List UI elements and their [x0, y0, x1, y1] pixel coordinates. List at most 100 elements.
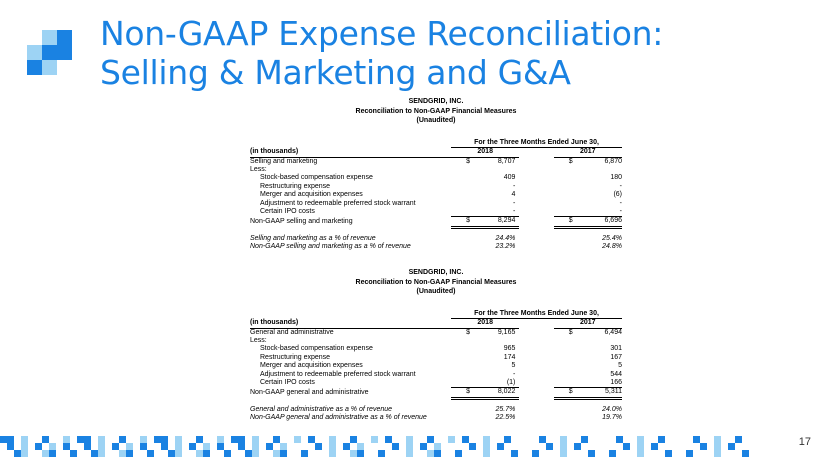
decorative-square — [77, 436, 84, 443]
value-2018: - — [513, 370, 516, 378]
decorative-square — [140, 436, 147, 443]
value-2018: 174 — [503, 353, 516, 361]
decorative-square — [273, 450, 280, 457]
decorative-square — [98, 443, 105, 450]
table-subtitle: Reconciliation to Non-GAAP Financial Mea… — [355, 278, 517, 286]
slide-title-line1: Non-GAAP Expense Reconciliation: — [100, 14, 664, 53]
decorative-square — [329, 450, 336, 457]
decorative-square — [217, 443, 224, 450]
value-2017: 301 — [610, 345, 622, 353]
row-label: Stock-based compensation expense — [260, 174, 373, 182]
value-2018: 965 — [503, 345, 516, 353]
decorative-square — [161, 443, 168, 450]
table-row: Adjustment to redeemable preferred stock… — [250, 371, 622, 379]
decorative-square — [420, 443, 427, 450]
row-label: Certain IPO costs — [260, 379, 315, 387]
decorative-square — [385, 436, 392, 443]
row-label: Adjustment to redeemable preferred stock… — [260, 370, 416, 378]
dollar-sign: $ — [466, 328, 471, 336]
dollar-sign: $ — [553, 216, 588, 229]
value-2018: 25.7% — [495, 405, 516, 413]
decorative-square — [693, 436, 700, 443]
decorative-square — [49, 450, 56, 457]
decorative-square — [7, 436, 14, 443]
decorative-square — [154, 436, 161, 443]
value-2017: 5 — [618, 362, 622, 370]
decorative-square — [560, 443, 567, 450]
value-2017: - — [619, 182, 622, 190]
decorative-square — [203, 450, 210, 457]
row-label: Certain IPO costs — [260, 208, 315, 216]
decorative-square — [742, 450, 749, 457]
value-2018: - — [513, 199, 516, 207]
decorative-square — [427, 436, 434, 443]
decorative-square — [350, 436, 357, 443]
decorative-square — [315, 443, 322, 450]
decorative-square — [357, 443, 364, 450]
decorative-square — [637, 450, 644, 457]
period-header: For the Three Months Ended June 30, — [451, 138, 622, 149]
table-row: Selling and marketing $ 8,707 $ 6,870 — [250, 157, 622, 166]
decorative-square — [238, 443, 245, 450]
table-row: Certain IPO costs (1) 166 — [250, 379, 622, 389]
decorative-square — [588, 450, 595, 457]
row-label: Stock-based compensation expense — [260, 345, 373, 353]
decorative-square — [497, 443, 504, 450]
value-2017: 166 — [587, 379, 622, 389]
decorative-square — [392, 443, 399, 450]
decorative-square — [273, 436, 280, 443]
value-2018: 23.2% — [495, 243, 516, 251]
decorative-square — [266, 443, 273, 450]
table-row: Stock-based compensation expense 409 180 — [250, 174, 622, 182]
decorative-square — [63, 436, 70, 443]
decorative-square — [196, 436, 203, 443]
ga-reconciliation-table: SENDGRID, INC. Reconciliation to Non-GAA… — [250, 268, 622, 423]
decorative-square — [483, 443, 490, 450]
value-2017: 6,494 — [604, 328, 622, 336]
decorative-square — [637, 436, 644, 443]
decorative-square — [119, 436, 126, 443]
decorative-square — [308, 436, 315, 443]
row-label: Restructuring expense — [260, 353, 331, 361]
value-2018: 8,707 — [497, 157, 516, 165]
row-label: General and administrative — [250, 328, 334, 336]
decorative-square — [224, 450, 231, 457]
decorative-square — [168, 450, 175, 457]
decorative-square — [448, 436, 455, 443]
table-row: Merger and acquisition expenses 4 (6) — [250, 191, 622, 199]
value-2018: 5 — [511, 362, 516, 370]
table-subtitle: Reconciliation to Non-GAAP Financial Mea… — [355, 107, 517, 115]
value-2017: 180 — [610, 174, 622, 182]
dollar-sign: $ — [568, 328, 573, 336]
decorative-square — [462, 436, 469, 443]
decorative-square — [175, 443, 182, 450]
decorative-square — [35, 443, 42, 450]
table-company-name: SENDGRID, INC. — [408, 98, 464, 105]
value-2017: 25.4% — [602, 234, 622, 242]
decorative-square — [686, 450, 693, 457]
value-2018: 22.5% — [495, 414, 516, 422]
value-2017: 24.0% — [602, 405, 622, 413]
decorative-square — [714, 443, 721, 450]
table-row: Less: — [250, 337, 622, 345]
decorative-square — [203, 443, 210, 450]
decorative-pixel-band — [0, 432, 760, 462]
decorative-square — [714, 450, 721, 457]
period-header: For the Three Months Ended June 30, — [451, 309, 622, 320]
decorative-square — [623, 443, 630, 450]
table-row: Merger and acquisition expenses 5 5 — [250, 362, 622, 370]
decorative-square — [7, 443, 14, 450]
decorative-square — [91, 450, 98, 457]
table-row: Less: — [250, 166, 622, 174]
decorative-square — [511, 450, 518, 457]
value-2018: (1) — [485, 379, 520, 389]
row-label: Non-GAAP general and administrative — [250, 388, 369, 396]
table-row: General and administrative as a % of rev… — [250, 406, 622, 414]
decorative-square — [112, 443, 119, 450]
decorative-square — [126, 443, 133, 450]
table-row: Stock-based compensation expense 965 301 — [250, 345, 622, 353]
unit-label: (in thousands) — [250, 147, 451, 158]
table-row-total: Non-GAAP general and administrative $ 8,… — [250, 387, 622, 400]
row-label: Non-GAAP selling and marketing — [250, 217, 353, 225]
decorative-square — [49, 443, 56, 450]
